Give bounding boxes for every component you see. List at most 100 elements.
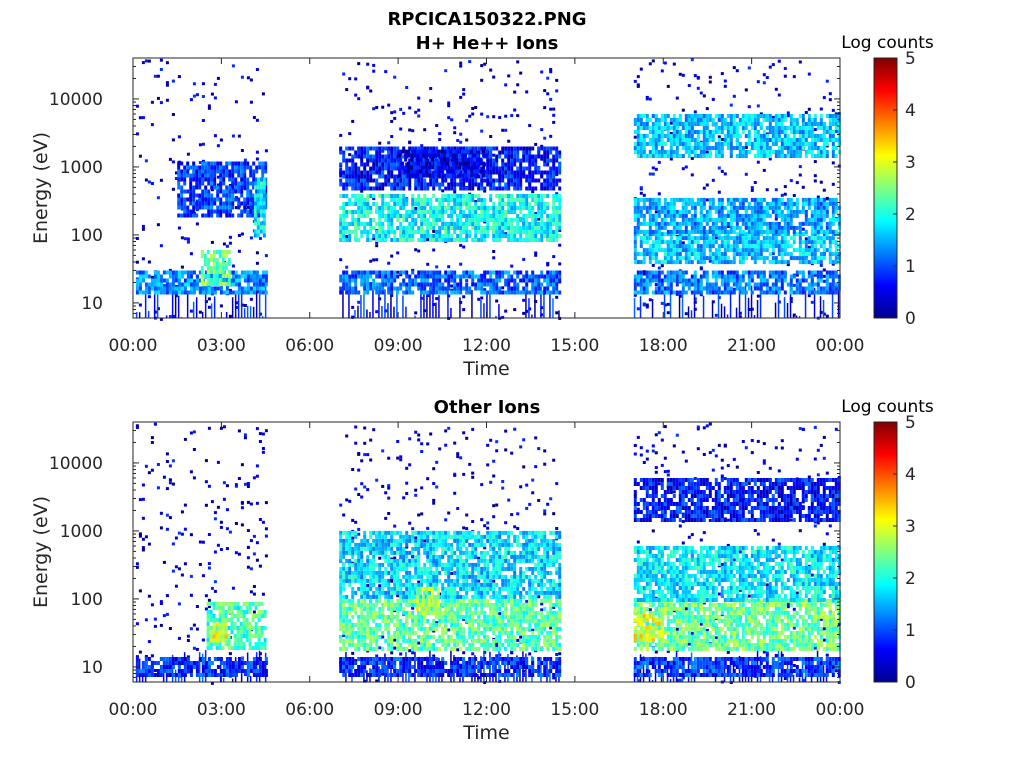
spectrogram-cell	[654, 126, 658, 130]
spectrogram-cell	[717, 288, 720, 318]
spectrogram-cell	[387, 202, 391, 206]
spectrogram-cell	[531, 198, 535, 202]
spectrogram-cell	[522, 290, 526, 295]
spectrogram-cell	[504, 210, 508, 214]
spectrogram-cell	[813, 256, 817, 261]
spectrogram-cell	[657, 232, 661, 237]
spectrogram-cell	[540, 206, 544, 210]
spectrogram-cell	[450, 274, 454, 279]
spectrogram-cell	[699, 293, 703, 297]
spectrogram-cell	[690, 130, 694, 134]
spectrogram-cell	[168, 274, 172, 279]
spectrogram-cell	[453, 186, 457, 191]
spectrogram-cell	[435, 124, 439, 127]
spectrogram-cell	[822, 244, 826, 249]
spectrogram-cell	[177, 201, 181, 206]
spectrogram-cell	[633, 244, 637, 249]
spectrogram-cell	[690, 197, 694, 202]
spectrogram-cell	[774, 302, 777, 318]
spectrogram-cell	[762, 278, 766, 283]
spectrogram-cell	[780, 193, 784, 197]
spectrogram-cell	[537, 170, 541, 175]
spectrogram-cell	[234, 278, 238, 283]
spectrogram-cell	[750, 278, 754, 283]
spectrogram-cell	[762, 236, 766, 241]
spectrogram-cell	[471, 222, 475, 226]
spectrogram-cell	[480, 206, 484, 210]
spectrogram-cell	[702, 205, 706, 210]
spectrogram-cell	[483, 234, 487, 238]
spectrogram-cell	[141, 116, 145, 120]
spectrogram-cell	[428, 153, 432, 158]
spectrogram-cell	[495, 274, 499, 279]
spectrogram-cell	[822, 274, 826, 278]
spectrogram-cell	[723, 278, 727, 283]
spectrogram-cell	[714, 286, 718, 291]
spectrogram-cell	[413, 153, 417, 158]
spectrogram-cell	[513, 238, 517, 242]
spectrogram-cell	[528, 210, 532, 214]
spectrogram-cell	[213, 209, 217, 214]
spectrogram-cell	[681, 244, 685, 249]
spectrogram-cell	[540, 144, 544, 148]
spectrogram-cell	[486, 146, 490, 151]
spectrogram-cell	[735, 307, 738, 318]
spectrogram-cell	[555, 78, 559, 82]
spectrogram-cell	[744, 88, 748, 92]
spectrogram-cell	[372, 154, 376, 159]
spectrogram-cell	[256, 209, 260, 214]
spectrogram-cell	[450, 146, 454, 151]
spectrogram-cell	[387, 150, 391, 155]
spectrogram-cell	[780, 282, 784, 287]
spectrogram-cell	[735, 282, 739, 287]
spectrogram-cell	[259, 221, 263, 226]
spectrogram-cell	[513, 234, 517, 238]
spectrogram-cell	[510, 278, 514, 283]
spectrogram-cell	[681, 73, 685, 77]
spectrogram-cell	[723, 274, 727, 279]
spectrogram-cell	[804, 240, 808, 245]
spectrogram-cell	[555, 206, 559, 210]
spectrogram-cell	[207, 161, 211, 166]
spectrogram-cell	[492, 256, 496, 260]
spectrogram-cell	[444, 274, 448, 279]
spectrogram-cell	[413, 149, 417, 154]
spectrogram-cell	[459, 297, 461, 318]
spectrogram-cell	[255, 290, 258, 318]
spectrogram-cell	[354, 230, 358, 234]
spectrogram-cell	[816, 197, 820, 202]
spectrogram-cell	[390, 226, 394, 230]
spectrogram-cell	[444, 238, 448, 242]
spectrogram-cell	[537, 238, 541, 242]
spectrogram-cell	[216, 213, 220, 218]
spectrogram-cell	[651, 114, 655, 118]
spectrogram-cell	[426, 238, 430, 242]
spectrogram-cell	[783, 236, 787, 241]
spectrogram-cell	[410, 157, 414, 162]
spectrogram-cell	[771, 63, 775, 67]
spectrogram-cell	[399, 107, 403, 111]
spectrogram-cell	[474, 238, 478, 242]
spectrogram-cell	[699, 217, 703, 222]
spectrogram-cell	[723, 221, 727, 226]
spectrogram-cell	[669, 138, 673, 142]
spectrogram-cell	[543, 158, 547, 163]
spectrogram-cell	[213, 197, 217, 202]
spectrogram-cell	[756, 240, 760, 245]
spectrogram-cell	[393, 162, 397, 167]
spectrogram-cell	[510, 174, 514, 179]
spectrogram-cell	[192, 205, 196, 210]
spectrogram-cell	[393, 202, 397, 206]
spectrogram-cell	[420, 290, 424, 295]
spectrogram-cell	[813, 273, 817, 277]
spectrogram-cell	[693, 282, 697, 287]
spectrogram-cell	[210, 193, 214, 198]
spectrogram-cell	[549, 166, 553, 171]
spectrogram-cell	[390, 158, 394, 163]
spectrogram-cell	[642, 270, 646, 274]
spectrogram-cell	[726, 232, 730, 237]
spectrogram-cell	[476, 173, 480, 178]
spectrogram-cell	[723, 229, 727, 234]
spectrogram-cell	[750, 285, 753, 318]
spectrogram-cell	[413, 169, 417, 174]
